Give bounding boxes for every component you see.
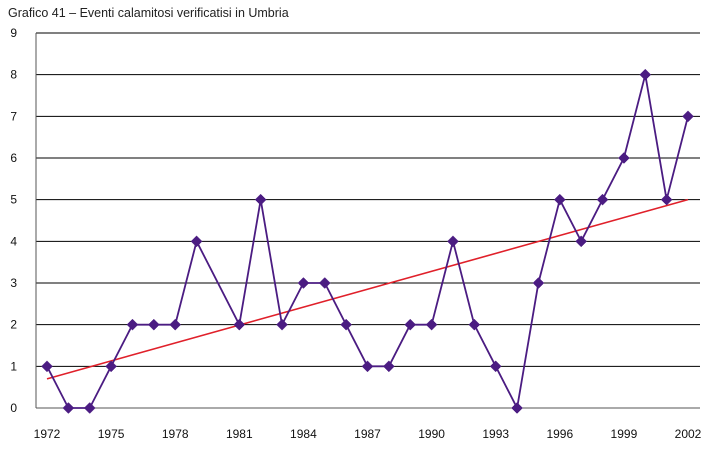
data-point — [105, 360, 117, 373]
y-tick-label: 2 — [10, 318, 17, 332]
data-point — [297, 277, 310, 289]
y-tick-label: 8 — [10, 68, 17, 82]
data-point — [276, 318, 288, 331]
series-group — [41, 68, 694, 414]
data-point — [41, 360, 53, 373]
x-tick-label: 1999 — [611, 427, 638, 441]
data-point — [447, 235, 459, 248]
data-point — [596, 193, 609, 206]
data-point — [489, 360, 502, 373]
x-tick-label: 1975 — [98, 427, 125, 441]
x-tick-label: 1978 — [162, 427, 189, 441]
data-point — [147, 318, 160, 331]
data-point — [404, 318, 417, 331]
data-point — [83, 402, 96, 414]
x-tick-label: 2002 — [675, 427, 702, 441]
x-tick-label: 1987 — [354, 427, 381, 441]
data-point — [383, 360, 395, 373]
data-point — [62, 402, 75, 414]
y-tick-label: 1 — [10, 359, 17, 373]
data-point — [660, 193, 673, 206]
data-point — [511, 402, 523, 414]
y-tick-label: 4 — [10, 234, 17, 248]
y-tick-label: 7 — [10, 109, 17, 123]
chart-title: Grafico 41 – Eventi calamitosi verificat… — [8, 6, 289, 20]
trend-line-group — [46, 198, 689, 380]
data-point — [553, 193, 566, 206]
data-point — [318, 277, 331, 289]
x-tick-label: 1984 — [290, 427, 317, 441]
x-tick-label: 1990 — [418, 427, 445, 441]
x-tick-label: 1981 — [226, 427, 253, 441]
data-point — [361, 360, 374, 373]
x-tick-label: 1996 — [546, 427, 573, 441]
data-point — [618, 152, 630, 164]
data-point — [639, 68, 652, 81]
x-tick-labels: 1972 1975 1978 1981 1984 1987 1990 1993 1996 1999… — [34, 427, 702, 441]
data-point — [254, 193, 267, 206]
data-point — [425, 318, 438, 331]
x-tick-label: 1972 — [34, 427, 61, 441]
y-tick-label: 0 — [10, 401, 17, 415]
y-tick-label: 6 — [10, 151, 17, 165]
data-point — [190, 235, 203, 248]
data-point — [682, 110, 694, 123]
data-point — [169, 318, 182, 331]
axes — [35, 33, 700, 409]
data-point — [468, 318, 481, 331]
y-tick-label: 9 — [10, 26, 17, 40]
y-tick-label: 3 — [10, 276, 17, 290]
data-point — [233, 318, 246, 331]
data-point — [340, 318, 352, 331]
data-point — [532, 277, 545, 289]
x-tick-label: 1993 — [482, 427, 509, 441]
data-point — [575, 235, 588, 248]
trend-line — [46, 198, 689, 380]
data-point — [126, 318, 139, 331]
y-tick-labels: 0 1 2 3 4 5 6 7 8 9 — [10, 26, 17, 415]
y-tick-label: 5 — [10, 193, 17, 207]
